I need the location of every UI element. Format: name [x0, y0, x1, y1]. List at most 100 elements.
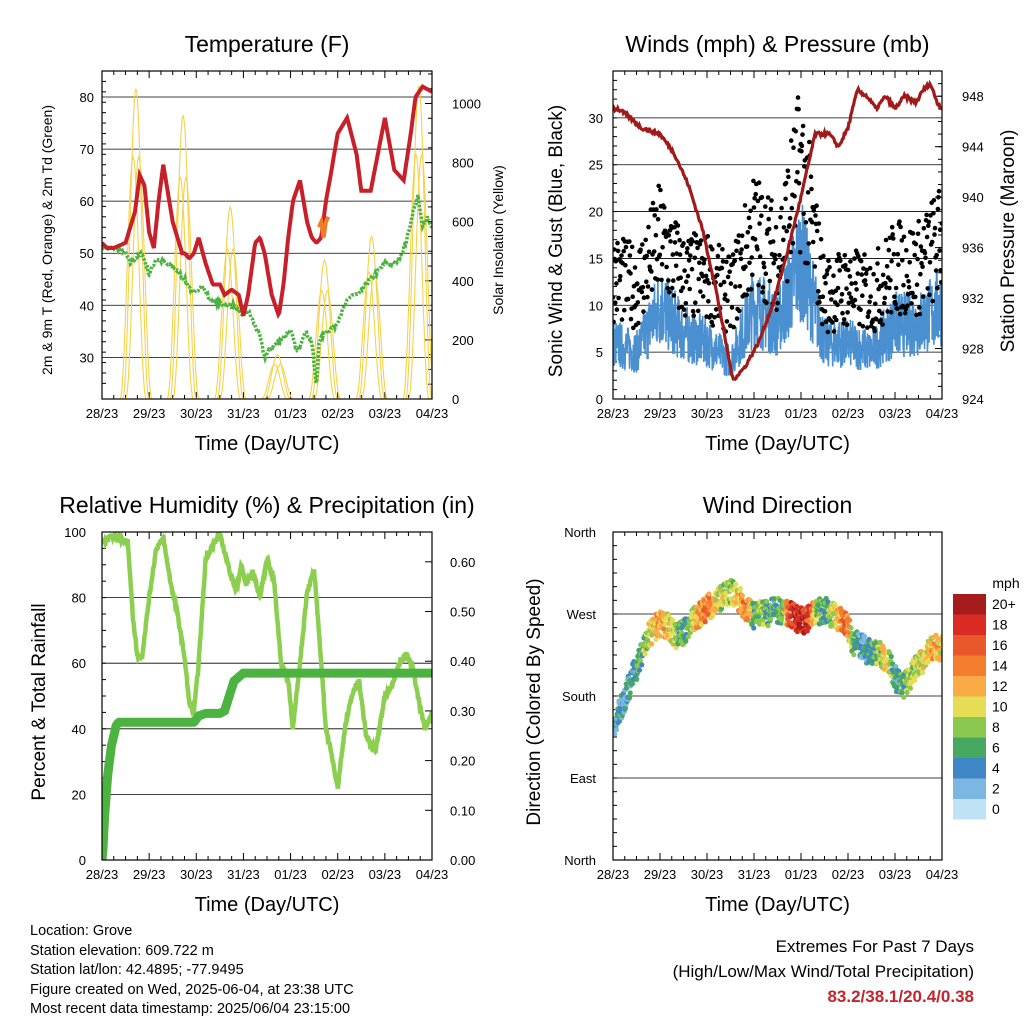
- y-tick-label: 80: [80, 90, 94, 105]
- y-tick-label: 80: [72, 591, 86, 606]
- gust-point: [785, 279, 790, 284]
- direction-point: [904, 689, 910, 696]
- gust-point: [939, 221, 942, 226]
- gust-point: [673, 263, 679, 269]
- gust-point: [660, 245, 665, 250]
- gust-point: [690, 238, 695, 244]
- gust-point: [842, 253, 848, 258]
- gust-point: [830, 320, 835, 325]
- chart-title: Temperature (F): [185, 31, 350, 57]
- x-tick-label: 29/23: [644, 867, 677, 882]
- gust-point: [763, 271, 769, 277]
- direction-point: [748, 612, 754, 618]
- gust-point: [813, 213, 818, 218]
- gust-point: [775, 300, 780, 306]
- extremes-subtitle: (High/Low/Max Wind/Total Precipitation): [672, 962, 974, 981]
- gust-point: [753, 191, 758, 197]
- plot-frame: [612, 70, 943, 400]
- colorbar-swatch: [953, 635, 986, 656]
- direction-point: [613, 731, 618, 737]
- direction-point: [767, 616, 774, 622]
- x-tick-label: 30/23: [691, 867, 724, 882]
- direction-point: [787, 614, 794, 620]
- gust-point: [652, 213, 657, 218]
- gust-point: [646, 224, 651, 230]
- gust-point: [675, 230, 680, 236]
- x-tick-label: 04/23: [926, 867, 959, 882]
- gust-point: [666, 278, 671, 283]
- direction-point: [669, 617, 676, 623]
- gust-point: [920, 264, 925, 270]
- station-location: Location: Grove: [30, 923, 133, 939]
- gust-point: [743, 264, 748, 270]
- gust-point: [755, 247, 760, 252]
- y-tick-label: 5: [596, 345, 603, 360]
- gust-point: [669, 285, 675, 291]
- gust-point: [722, 292, 728, 298]
- gust-point: [907, 260, 912, 265]
- gust-point: [910, 231, 916, 236]
- gust-point: [823, 319, 829, 325]
- extremes-values: 83.2/38.1/20.4/0.38: [827, 987, 974, 1006]
- gust-point: [936, 195, 941, 200]
- y2-tick-label: 932: [962, 291, 984, 306]
- gust-point: [843, 263, 848, 268]
- gust-point: [824, 272, 830, 277]
- x-tick-label: 31/23: [227, 406, 260, 421]
- gust-point: [653, 232, 659, 238]
- gust-point: [786, 174, 791, 180]
- gust-point: [695, 308, 701, 314]
- gust-point: [906, 279, 911, 284]
- gust-point: [645, 284, 651, 289]
- direction-point: [698, 621, 705, 628]
- gust-point: [761, 264, 767, 270]
- gust-point: [845, 267, 851, 273]
- gust-point: [895, 306, 900, 312]
- direction-point: [653, 636, 659, 643]
- direction-point: [888, 653, 894, 660]
- x-tick-label: 01/23: [274, 406, 307, 421]
- y-axis-label: Sonic Wind & Gust (Blue, Black): [546, 105, 567, 377]
- gust-point: [805, 190, 811, 195]
- gust-point: [905, 303, 910, 309]
- gust-point: [621, 248, 626, 254]
- y2-tick-label: 400: [452, 274, 474, 289]
- gust-point: [622, 307, 627, 313]
- gust-point: [752, 237, 758, 242]
- gust-point: [897, 311, 903, 317]
- gust-point: [702, 257, 707, 262]
- gust-point: [899, 238, 905, 243]
- gust-point: [735, 239, 741, 245]
- gust-point: [667, 290, 672, 295]
- direction-point: [938, 650, 942, 656]
- gust-point: [825, 329, 831, 335]
- gust-point: [936, 188, 942, 194]
- gust-point: [888, 310, 894, 315]
- winds-pressure-chart: Winds (mph) & Pressure (mb) 28/23 29/23 30/…: [546, 31, 1019, 455]
- gust-point: [757, 254, 763, 259]
- gust-point: [734, 248, 739, 254]
- gust-point: [745, 230, 751, 235]
- gust-point: [841, 317, 847, 322]
- gust-point: [781, 237, 786, 243]
- colorbar-label: 8: [992, 719, 1000, 735]
- gust-point: [831, 273, 836, 279]
- gust-point: [839, 298, 844, 304]
- extremes-title: Extremes For Past 7 Days: [775, 937, 974, 956]
- gust-point: [878, 317, 884, 323]
- gust-point: [619, 317, 625, 322]
- gust-point: [848, 295, 854, 300]
- gust-point: [896, 262, 901, 268]
- direction-point: [634, 676, 640, 683]
- gust-point: [778, 215, 783, 220]
- colorbar-swatch: [953, 655, 986, 676]
- direction-point: [651, 616, 657, 623]
- gust-point: [682, 268, 687, 273]
- gust-point: [700, 274, 705, 279]
- gust-point: [890, 232, 895, 237]
- gust-point: [810, 239, 816, 245]
- direction-point: [764, 599, 770, 605]
- direction-point: [623, 681, 629, 687]
- gust-point: [756, 282, 761, 288]
- temperature-chart: Temperature (F) 28/23 29/23 30/23 31/23 01/23…: [39, 31, 506, 455]
